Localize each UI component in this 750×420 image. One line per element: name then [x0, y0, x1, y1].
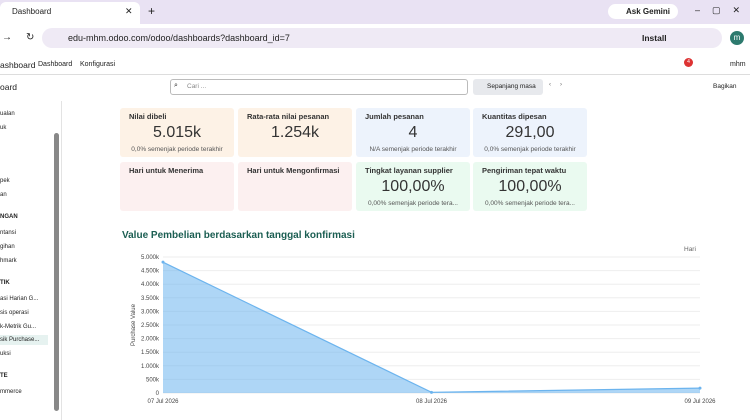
avatar[interactable]: m [730, 31, 744, 45]
kpi-title: Hari untuk Menerima [129, 166, 204, 175]
x-tick-label: 09 Jul 2026 [684, 399, 716, 405]
kpi-note: 0,0% semenjak periode terakhir [131, 146, 223, 153]
sidebar-item[interactable]: sis operasi [0, 310, 29, 316]
search-box[interactable] [170, 79, 468, 95]
badge: 4 [684, 58, 693, 67]
y-tick-label: 1.500k [141, 350, 160, 356]
kpi-title: Nilai dibeli [129, 112, 167, 121]
tab[interactable] [0, 2, 140, 24]
scrollbar [54, 133, 59, 411]
pager[interactable]: ‹› [549, 82, 571, 88]
kpi-card: Pengiriman tepat waktu 100,00% 0,00% semen… [473, 162, 587, 211]
kpi-note: 0,00% semenjak periode tera... [485, 200, 575, 207]
app-name: ashboard [0, 60, 36, 70]
kpi-title: Kuantitas dipesan [482, 112, 547, 121]
tab-title: Dashboard [12, 7, 52, 16]
y-tick-label: 3.500k [141, 296, 160, 302]
sidebar-item[interactable]: gihan [0, 244, 15, 250]
kpi-card: Hari untuk Menerima [120, 162, 234, 211]
search-icon: ⌕ [174, 82, 178, 89]
install[interactable]: Install [642, 33, 667, 43]
kpi-value: 100,00% [381, 178, 445, 195]
y-tick-label: 4.000k [141, 282, 160, 288]
x-tick-label: 07 Jul 2026 [147, 399, 179, 405]
sidebar-item[interactable]: NGAN [0, 214, 18, 220]
kpi-title: Hari untuk Mengonfirmasi [247, 166, 340, 175]
kpi-value: 5.015k [152, 124, 202, 141]
kpi-card: Jumlah pesanan 4 N/A semenjak periode tera… [356, 108, 470, 157]
kpi-title: Pengiriman tepat waktu [482, 166, 567, 175]
sidebar-item[interactable]: k-Metrik Gu... [0, 324, 37, 330]
sidebar-item[interactable]: TE [0, 373, 8, 379]
navbar [0, 53, 750, 75]
y-tick-label: 2.000k [141, 337, 160, 343]
kpi-value: 4 [408, 124, 418, 141]
y-axis-label: Purchase Value [131, 303, 137, 346]
kpi-card: Rata-rata nilai pesanan 1.254k [238, 108, 352, 157]
kpi-title: Tingkat layanan supplier [365, 166, 453, 175]
kpi-card: Hari untuk Mengonfirmasi [238, 162, 352, 211]
url: edu-mhm.odoo.com/odoo/dashboards?dashboa… [68, 33, 290, 43]
sidebar-item[interactable]: mmerce [0, 389, 22, 395]
sidebar-item[interactable]: TIK [0, 280, 10, 286]
share[interactable]: Bagikan [713, 83, 737, 90]
area [163, 262, 700, 393]
sidebar-item[interactable]: uk [0, 125, 7, 131]
y-tick-label: 4.500k [141, 269, 160, 275]
kpi-note: N/A semenjak periode terakhir [369, 146, 457, 153]
x-tick-label: 08 Jul 2026 [416, 399, 448, 405]
y-tick-label: 0 [156, 391, 160, 397]
sidebar-item[interactable]: ntansi [0, 230, 17, 236]
sidebar-item[interactable]: asi Harian G... [0, 296, 39, 302]
sidebar-item[interactable]: pek [0, 178, 10, 184]
point [430, 390, 433, 394]
period-filter[interactable] [473, 79, 543, 95]
y-tick-label: 5.000k [141, 255, 160, 261]
chart: 0 500k 1.000k 1.500k 2.000k 2.500k 3.000k 3.500… [131, 255, 716, 405]
gemini-button[interactable] [608, 4, 678, 19]
interval[interactable]: Hari [684, 246, 696, 253]
kpi-value: 291,00 [505, 124, 555, 141]
user[interactable]: mhm [730, 61, 746, 68]
y-tick-label: 500k [146, 377, 160, 383]
menu-item[interactable]: Dashboard [38, 61, 73, 68]
period-label: Sepanjang masa [487, 83, 536, 90]
chart-title: Value Pembelian berdasarkan tanggal konf… [122, 230, 355, 241]
kpi-note: 0,00% semenjak periode tera... [368, 200, 458, 207]
y-tick-label: 1.000k [141, 364, 160, 370]
new-tab[interactable]: + [148, 4, 156, 18]
y-tick-label: 3.000k [141, 309, 160, 315]
kpi-note: 0,0% semenjak periode terakhir [484, 146, 576, 153]
tab-close[interactable]: ✕ [125, 6, 133, 16]
sidebar-item[interactable]: ualan [0, 111, 15, 117]
sidebar-item[interactable]: uksi [0, 351, 11, 357]
search-placeholder: Cari ... [187, 83, 207, 90]
point [161, 260, 165, 264]
nav-buttons[interactable]: →↻ [2, 32, 49, 43]
menu-item[interactable]: Konfigurasi [80, 61, 116, 68]
kpi-value: 100,00% [498, 178, 562, 195]
sidebar-item[interactable]: hmark [0, 258, 17, 264]
kpi-card: Nilai dibeli 5.015k 0,0% semenjak periode … [120, 108, 234, 157]
breadcrumb: oard [0, 82, 18, 92]
kpi-value: 1.254k [270, 124, 320, 141]
sidebar-item[interactable]: sik Purchase... [0, 335, 48, 345]
window-controls[interactable]: –▢✕ [695, 5, 750, 15]
kpi-title: Rata-rata nilai pesanan [247, 112, 330, 121]
kpi-card: Kuantitas dipesan 291,00 0,0% semenjak per… [473, 108, 587, 157]
sidebar [0, 101, 62, 420]
address-bar[interactable] [42, 28, 722, 48]
sidebar-item[interactable]: an [0, 192, 7, 198]
kpi-card: Tingkat layanan supplier 100,00% 0,00% sem… [356, 162, 470, 211]
kpi-title: Jumlah pesanan [365, 112, 424, 121]
gemini-label: Ask Gemini [626, 7, 671, 16]
point [698, 386, 702, 390]
y-tick-label: 2.500k [141, 323, 160, 329]
